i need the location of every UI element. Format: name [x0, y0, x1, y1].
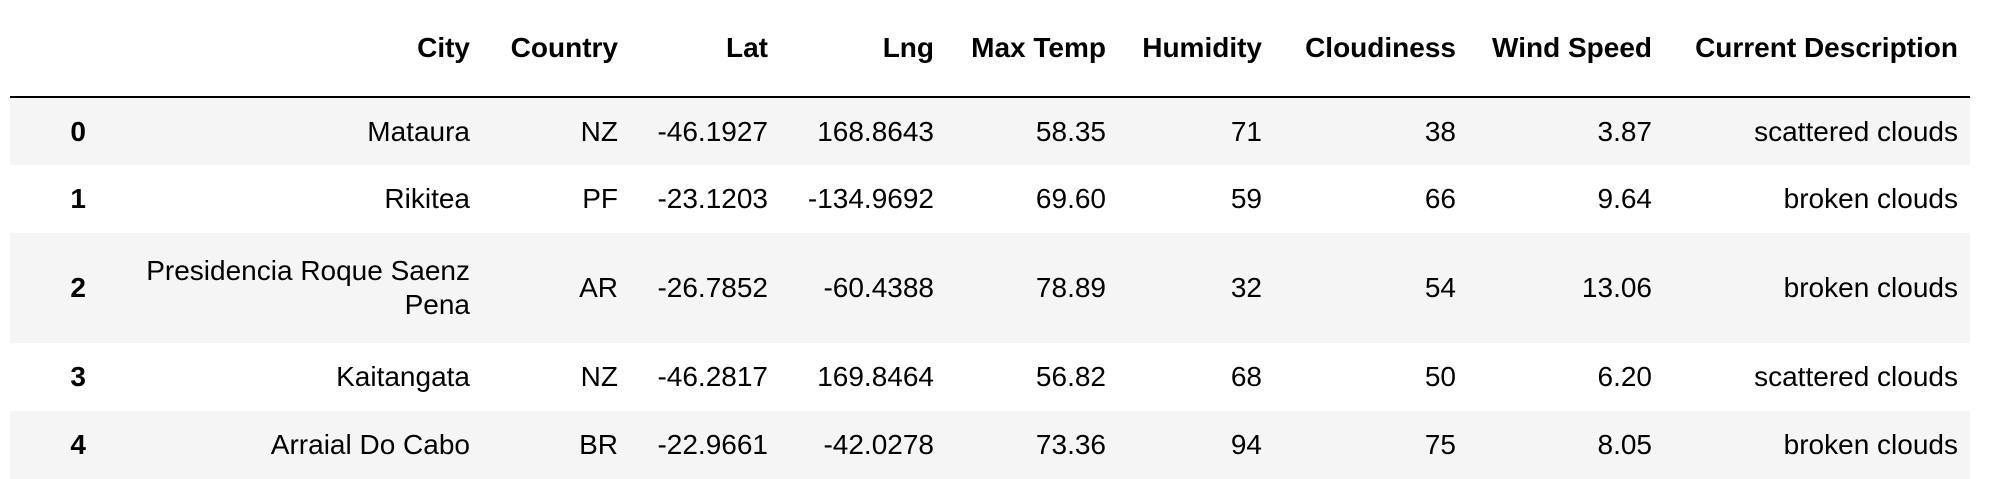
cell-lat: -46.2817	[657, 361, 768, 392]
cell-cloudiness: 38	[1424, 115, 1456, 147]
cell-country: AR	[579, 272, 618, 303]
cell-humidity: 68	[1230, 361, 1262, 392]
cell-country: PF	[582, 183, 618, 214]
cell-wind-speed: 3.87	[1597, 115, 1653, 147]
cell-max-temp: 73.36	[1035, 429, 1106, 460]
row-index: 1	[70, 183, 86, 214]
table-row: 1 Rikitea PF -23.1203 -134.9692 69.60 59…	[10, 165, 1970, 233]
cell-city: Mataura	[367, 115, 470, 147]
cell-lng: -60.4388	[823, 272, 934, 303]
header-index-corner	[10, 0, 98, 98]
cell-max-temp: 69.60	[1035, 183, 1106, 214]
column-header-current-description: Current Description	[1664, 0, 1970, 98]
cell-wind-speed: 8.05	[1597, 429, 1653, 460]
cell-cloudiness: 50	[1424, 361, 1456, 392]
cell-current-description: broken clouds	[1783, 429, 1958, 460]
cell-country: NZ	[580, 115, 618, 147]
cell-cloudiness: 66	[1424, 183, 1456, 214]
cell-humidity: 32	[1230, 272, 1262, 303]
cell-lat: -26.7852	[657, 272, 768, 303]
column-header-country: Country	[482, 0, 630, 98]
cell-lng: -42.0278	[823, 429, 934, 460]
cell-humidity: 59	[1230, 183, 1262, 214]
cell-humidity: 71	[1230, 115, 1262, 147]
cell-max-temp: 78.89	[1035, 272, 1106, 303]
cell-lng: 169.8464	[817, 361, 934, 392]
table-row: 2 Presidencia Roque Saenz Pena AR -26.78…	[10, 233, 1970, 343]
column-header-city: City	[98, 0, 482, 98]
cell-city: Rikitea	[384, 183, 470, 214]
cell-lat: -22.9661	[657, 429, 768, 460]
cell-country: NZ	[580, 361, 618, 392]
cell-cloudiness: 75	[1424, 429, 1456, 460]
cell-city: Kaitangata	[336, 361, 470, 392]
row-index: 3	[70, 361, 86, 392]
cell-lat: -46.1927	[657, 115, 768, 147]
table-header: City Country Lat Lng Max Temp Humidity C…	[10, 0, 1970, 98]
header-row: City Country Lat Lng Max Temp Humidity C…	[10, 0, 1970, 98]
column-header-lat: Lat	[630, 0, 780, 98]
cell-wind-speed: 13.06	[1581, 272, 1652, 303]
cell-city: Arraial Do Cabo	[270, 429, 470, 460]
cell-country: BR	[579, 429, 618, 460]
row-index: 0	[70, 115, 86, 147]
cell-wind-speed: 6.20	[1597, 361, 1653, 392]
cell-max-temp: 56.82	[1035, 361, 1106, 392]
cell-lat: -23.1203	[657, 183, 768, 214]
cell-humidity: 94	[1230, 429, 1262, 460]
column-header-max-temp: Max Temp	[946, 0, 1118, 98]
cell-lng: -134.9692	[807, 183, 934, 214]
cell-lng: 168.8643	[817, 115, 934, 147]
table-row: 4 Arraial Do Cabo BR -22.9661 -42.0278 7…	[10, 411, 1970, 479]
dataframe-table: City Country Lat Lng Max Temp Humidity C…	[10, 0, 1970, 479]
table-row: 0 Mataura NZ -46.1927 168.8643 58.35 71 …	[10, 97, 1970, 165]
cell-current-description: broken clouds	[1783, 272, 1958, 303]
cell-current-description: scattered clouds	[1754, 361, 1958, 392]
column-header-lng: Lng	[780, 0, 946, 98]
cell-current-description: scattered clouds	[1754, 115, 1958, 147]
cell-wind-speed: 9.64	[1597, 183, 1653, 214]
cell-cloudiness: 54	[1424, 272, 1456, 303]
column-header-humidity: Humidity	[1118, 0, 1274, 98]
column-header-wind-speed: Wind Speed	[1468, 0, 1664, 98]
cell-max-temp: 58.35	[1035, 115, 1106, 147]
column-header-cloudiness: Cloudiness	[1274, 0, 1468, 98]
row-index: 4	[70, 429, 86, 460]
row-index: 2	[70, 272, 86, 303]
table-row: 3 Kaitangata NZ -46.2817 169.8464 56.82 …	[10, 343, 1970, 411]
cell-city: Presidencia Roque Saenz Pena	[146, 255, 470, 320]
table-body: 0 Mataura NZ -46.1927 168.8643 58.35 71 …	[10, 97, 1970, 479]
cell-current-description: broken clouds	[1783, 183, 1958, 214]
